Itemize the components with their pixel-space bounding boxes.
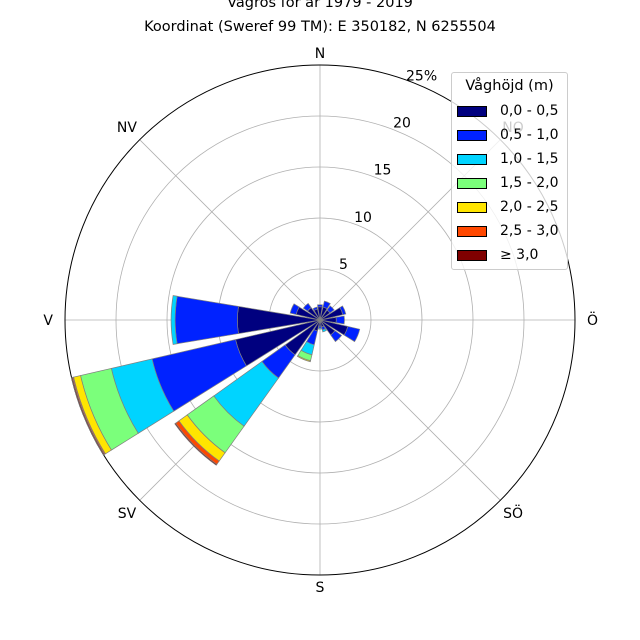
windrose-bar-segment — [339, 305, 347, 316]
direction-label: NV — [117, 120, 137, 136]
windrose-bar-segment — [289, 303, 300, 315]
windrose-bar-segment — [71, 376, 105, 456]
radial-tick-label: 5 — [339, 257, 348, 273]
legend-label: 1,5 - 2,0 — [500, 175, 559, 191]
direction-label: SÖ — [503, 504, 523, 522]
chart-title: Vågros för år 1979 - 2019 — [227, 0, 413, 11]
legend-swatch — [457, 250, 487, 261]
chart-subtitle: Koordinat (Sweref 99 TM): E 350182, N 62… — [144, 19, 496, 35]
radial-gridline — [139, 139, 321, 321]
direction-label: SV — [118, 506, 137, 522]
radial-gridline — [319, 319, 501, 501]
legend-label: 0,0 - 0,5 — [500, 103, 559, 119]
legend-entry: 0,0 - 0,5 — [457, 103, 567, 121]
windrose-bar-segment — [318, 327, 322, 330]
windrose-bar-segment — [170, 295, 178, 345]
legend-swatch — [457, 130, 487, 141]
windrose-bar-segment — [302, 302, 312, 312]
windrose-bar-segment — [174, 422, 218, 466]
legend-label: 2,0 - 2,5 — [500, 199, 559, 215]
windrose-bar-segment — [322, 300, 331, 310]
windrose-bar-segment — [343, 326, 361, 343]
legend-swatch — [457, 106, 487, 117]
radial-tick-label: 20 — [393, 116, 411, 132]
windrose-bar-segment — [317, 304, 323, 308]
radial-tick-label: 10 — [354, 210, 372, 226]
legend-entry: 2,5 - 3,0 — [457, 223, 567, 241]
windrose-bar-segment — [330, 330, 343, 343]
legend-entry: 0,5 - 1,0 — [457, 127, 567, 145]
legend-swatch — [457, 178, 487, 189]
outer-ring — [64, 64, 576, 576]
legend-label: ≥ 3,0 — [500, 247, 539, 263]
legend: Våghöjd (m) 0,0 - 0,5 0,5 - 1,0 1,0 - 1,5 1… — [451, 72, 568, 270]
direction-label: Ö — [587, 311, 598, 329]
direction-label: V — [43, 313, 53, 329]
direction-label: S — [316, 580, 325, 596]
legend-entry: ≥ 3,0 — [457, 247, 567, 265]
windrose-bar-segment — [326, 305, 335, 314]
radial-tick-label: 15 — [374, 163, 392, 179]
legend-label: 1,0 - 1,5 — [500, 151, 559, 167]
legend-title: Våghöjd (m) — [465, 78, 554, 94]
legend-entry: 1,0 - 1,5 — [457, 151, 567, 169]
legend-label: 2,5 - 3,0 — [500, 223, 559, 239]
ring-gridline — [115, 115, 525, 525]
ring-gridline — [166, 166, 474, 474]
legend-swatch — [457, 202, 487, 213]
windrose-bar-segment — [321, 328, 327, 333]
windrose-bar-segment — [335, 315, 345, 325]
windrose-bar-segment — [312, 306, 318, 311]
legend-entry: 2,0 - 2,5 — [457, 199, 567, 217]
legend-swatch — [457, 226, 487, 237]
windrose-bars — [71, 295, 361, 466]
radial-tick-label: 25% — [406, 68, 437, 84]
legend-swatch — [457, 154, 487, 165]
legend-entry: 1,5 - 2,0 — [457, 175, 567, 193]
legend-label: 0,5 - 1,0 — [500, 127, 559, 143]
direction-label: N — [315, 46, 325, 62]
windrose-bar-segment — [174, 295, 239, 345]
windrose-bar-segment — [296, 355, 311, 363]
